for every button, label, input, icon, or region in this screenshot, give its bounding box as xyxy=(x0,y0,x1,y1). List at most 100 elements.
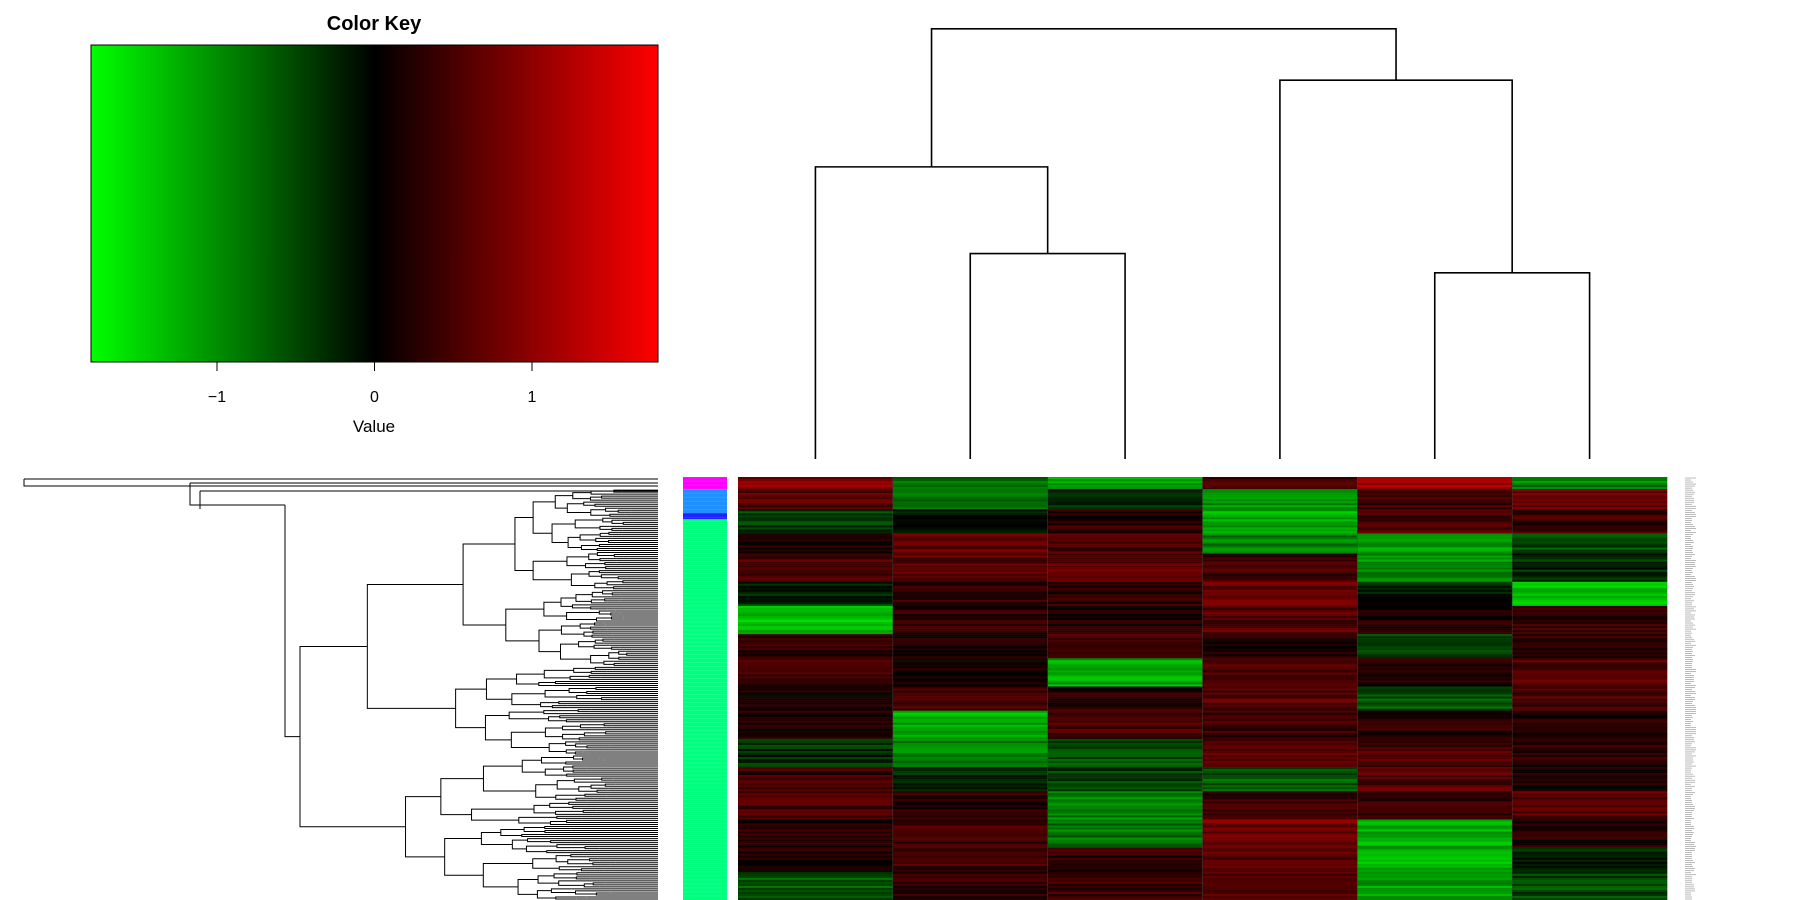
heatmap-cell xyxy=(1357,591,1513,595)
heatmap-cell xyxy=(1512,654,1668,657)
heatmap-cell xyxy=(892,730,1048,734)
row-dendrogram-branch xyxy=(572,805,599,809)
heatmap-cell xyxy=(738,889,894,893)
heatmap-cell xyxy=(1047,561,1203,564)
heatmap-cell xyxy=(1202,813,1358,816)
heatmap-cell xyxy=(1202,521,1358,524)
heatmap-cell xyxy=(1047,618,1203,621)
heatmap-cell xyxy=(1512,561,1668,564)
heatmap-cell xyxy=(738,706,894,709)
heatmap-cell xyxy=(1047,732,1203,736)
heatmap-cell xyxy=(1357,609,1513,613)
heatmap-cell xyxy=(892,708,1048,711)
row-dendrogram-branch xyxy=(590,626,608,630)
heatmap-cell xyxy=(1357,787,1513,790)
heatmap-cell xyxy=(1512,662,1668,665)
heatmap-cell xyxy=(1047,775,1203,778)
heatmap-cell xyxy=(1202,601,1358,605)
heatmap-cell xyxy=(738,632,894,635)
heatmap-cell xyxy=(1202,704,1358,707)
heatmap-cell xyxy=(1047,694,1203,697)
heatmap-cell xyxy=(892,511,1048,514)
heatmap-cell xyxy=(738,803,894,806)
heatmap-cell xyxy=(1357,531,1513,534)
heatmap-cell xyxy=(738,644,894,647)
heatmap-cell xyxy=(1202,891,1358,895)
heatmap-cell xyxy=(1357,555,1513,558)
row-side-color-block xyxy=(683,477,727,490)
row-dendrogram-branch xyxy=(611,646,623,650)
heatmap-cell xyxy=(892,626,1048,629)
heatmap-cell xyxy=(1202,585,1358,589)
heatmap-cell xyxy=(738,730,894,734)
heatmap-cell xyxy=(1202,787,1358,790)
heatmap-cell xyxy=(1357,855,1513,858)
heatmap-cell xyxy=(892,696,1048,699)
heatmap-cell xyxy=(1357,720,1513,724)
row-dendrogram-branch xyxy=(538,629,562,653)
heatmap-cell xyxy=(1357,646,1513,649)
heatmap-cell xyxy=(1512,767,1668,770)
heatmap-cell xyxy=(1512,877,1668,881)
heatmap-cell xyxy=(1512,632,1668,635)
heatmap-cells xyxy=(738,477,1668,900)
heatmap-cell xyxy=(1047,799,1203,802)
heatmap-cell xyxy=(1357,569,1513,572)
heatmap-cell xyxy=(892,622,1048,625)
heatmap-cell xyxy=(1357,483,1513,486)
heatmap-cell xyxy=(892,503,1048,506)
heatmap-cell xyxy=(1357,638,1513,641)
heatmap-cell xyxy=(1202,897,1358,900)
heatmap-cell xyxy=(1047,734,1203,738)
row-dendrogram-branch xyxy=(609,513,627,517)
heatmap-cell xyxy=(1047,607,1203,611)
heatmap-cell xyxy=(1202,545,1358,548)
heatmap-cell xyxy=(892,847,1048,850)
heatmap-cell xyxy=(1512,700,1668,703)
row-dendrogram-branch xyxy=(565,719,587,723)
heatmap-cell xyxy=(738,797,894,800)
heatmap-cell xyxy=(1047,678,1203,681)
heatmap-cell xyxy=(738,597,894,601)
heatmap-cell xyxy=(1202,599,1358,603)
heatmap-cell xyxy=(1202,740,1358,744)
column-dendrogram-branch xyxy=(1433,272,1591,459)
heatmap-cell xyxy=(1202,871,1358,875)
heatmap-cell xyxy=(892,736,1048,740)
heatmap-cell xyxy=(1202,877,1358,881)
heatmap-cell xyxy=(1202,535,1358,538)
heatmap-cell xyxy=(738,575,894,579)
heatmap-cell xyxy=(1202,756,1358,760)
heatmap-cell xyxy=(1512,716,1668,720)
heatmap-cell xyxy=(1047,539,1203,542)
heatmap-cell xyxy=(738,716,894,720)
heatmap-cell xyxy=(1047,624,1203,627)
heatmap-cell xyxy=(1512,726,1668,730)
heatmap-cell xyxy=(1202,777,1358,780)
heatmap-cell xyxy=(892,567,1048,570)
heatmap-cell xyxy=(738,664,894,667)
heatmap-cell xyxy=(892,547,1048,550)
heatmap-cell xyxy=(1047,698,1203,701)
heatmap-cell xyxy=(1047,813,1203,816)
heatmap-cell xyxy=(738,761,894,764)
heatmap-cell xyxy=(1202,529,1358,532)
row-dendrogram-branch xyxy=(594,582,614,589)
heatmap-cell xyxy=(892,646,1048,649)
heatmap-cell xyxy=(892,521,1048,524)
heatmap-cell xyxy=(892,555,1048,558)
heatmap-cell xyxy=(1512,787,1668,790)
row-side-color-block xyxy=(683,489,727,513)
heatmap-cell xyxy=(738,893,894,897)
heatmap-cell xyxy=(1357,775,1513,778)
row-dendrogram-branch xyxy=(508,711,549,720)
row-dendrogram-branch xyxy=(482,765,536,792)
heatmap-cell xyxy=(738,529,894,532)
heatmap-cell xyxy=(738,517,894,520)
heatmap-cell xyxy=(1512,720,1668,724)
heatmap-cell xyxy=(892,748,1048,752)
heatmap-cell xyxy=(1202,895,1358,899)
heatmap-cell xyxy=(1047,690,1203,693)
heatmap-cell xyxy=(1047,557,1203,560)
heatmap-cell xyxy=(1202,533,1358,536)
